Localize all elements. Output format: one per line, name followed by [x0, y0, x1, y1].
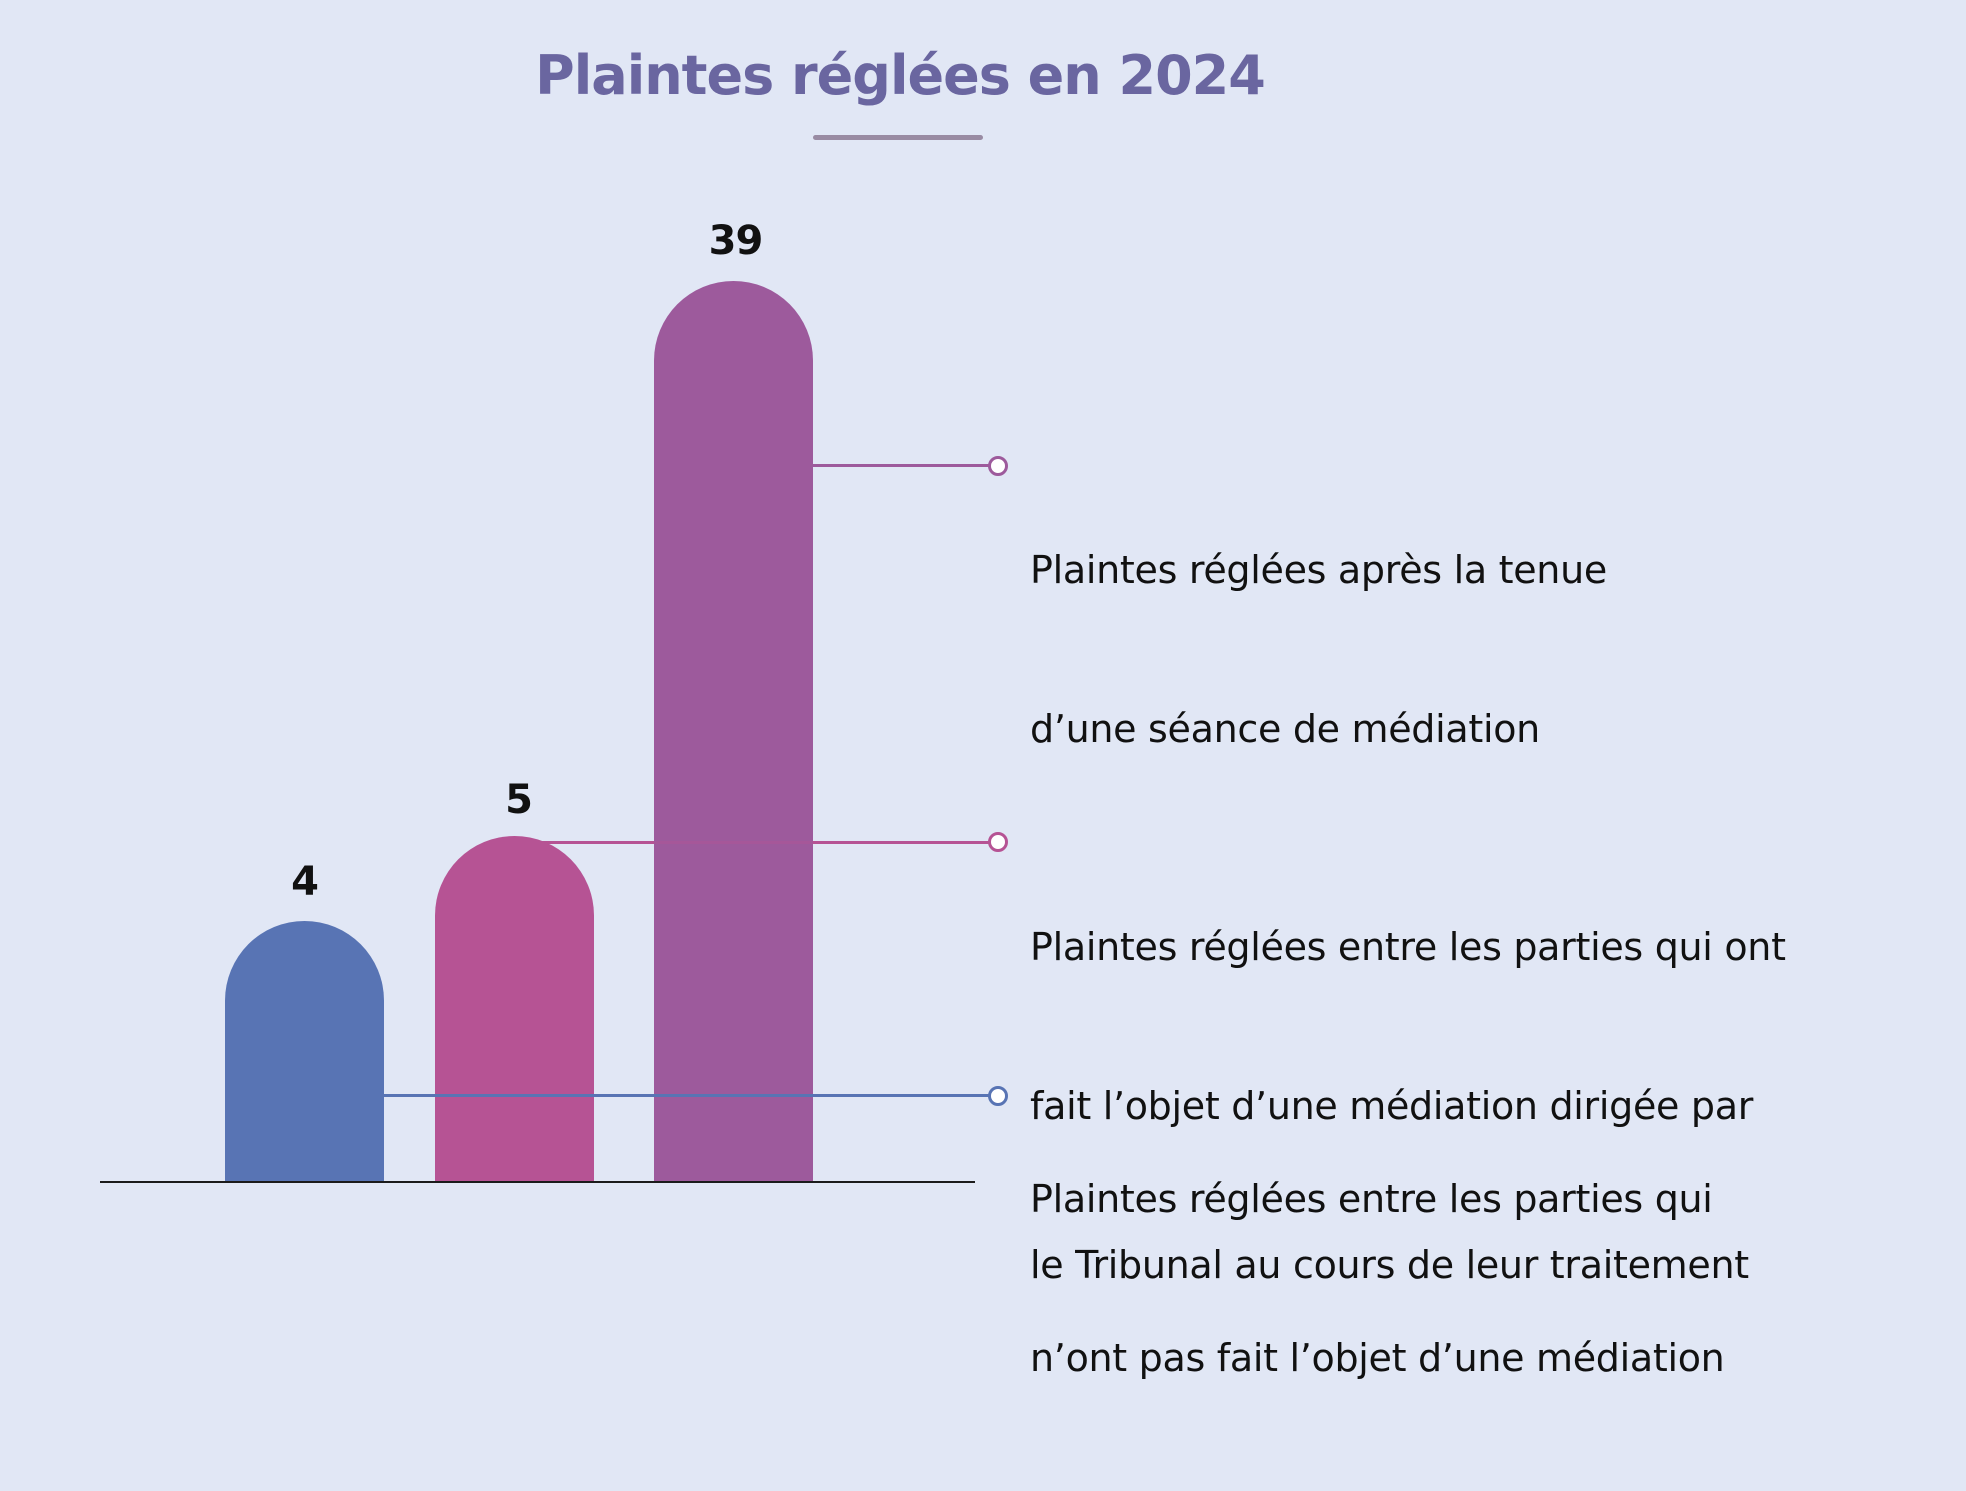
legend-line: fait l’objet d’une médiation dirigée par	[1030, 1084, 1754, 1128]
bar-tribunal-mediation	[435, 836, 594, 1182]
legend-line: Plaintes réglées entre les parties qui o…	[1030, 925, 1786, 969]
value-label-tribunal-mediation: 5	[505, 777, 533, 823]
legend-line: d’une séance de médiation	[1030, 707, 1540, 751]
legend-line: Plaintes réglées entre les parties qui	[1030, 1177, 1713, 1221]
bar-chart: 4 5 39 Plaintes réglées après la tenue d…	[100, 218, 1786, 1380]
marker-circle-icon	[988, 832, 1008, 852]
connector-line-after-session	[813, 464, 990, 467]
marker-circle-icon	[988, 1086, 1008, 1106]
value-label-after-session: 39	[708, 218, 764, 264]
legend-label-after-session: Plaintes réglées après la tenue d’une sé…	[1030, 438, 1607, 862]
connector-line-no-mediation	[384, 1094, 990, 1097]
marker-circle-icon	[988, 456, 1008, 476]
connector-line-tribunal-mediation-overlay	[654, 841, 813, 844]
legend-label-no-mediation: Plaintes réglées entre les parties qui n…	[1030, 1067, 1725, 1491]
x-axis-baseline	[100, 1181, 975, 1183]
legend-line: n’ont pas fait l’objet d’une médiation	[1030, 1336, 1725, 1380]
legend-line: Plaintes réglées après la tenue	[1030, 548, 1607, 592]
chart-title: Plaintes réglées en 2024	[535, 44, 1266, 107]
title-underline	[813, 135, 983, 140]
value-label-no-mediation: 4	[291, 859, 319, 905]
bar-after-session	[654, 281, 813, 1182]
bar-no-mediation	[225, 921, 384, 1182]
